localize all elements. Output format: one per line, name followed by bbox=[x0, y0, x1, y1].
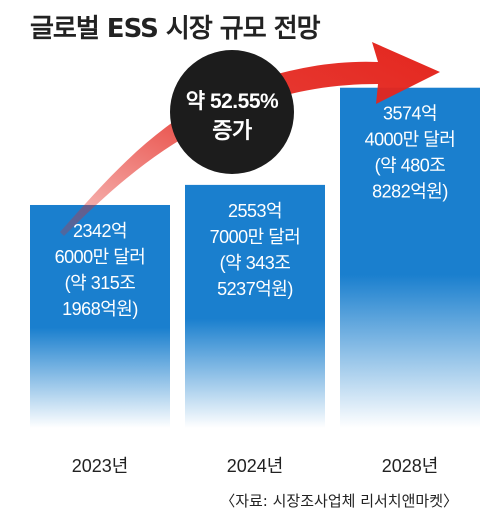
x-tick-label: 2024년 bbox=[227, 456, 284, 476]
data-label: 5237억원) bbox=[217, 279, 293, 299]
growth-bubble bbox=[170, 50, 294, 174]
growth-label: 증가 bbox=[212, 118, 252, 143]
data-label: 4000만 달러 bbox=[365, 130, 456, 150]
growth-label: 약 52.55% bbox=[186, 90, 279, 113]
data-label: 8282억원) bbox=[372, 182, 448, 202]
data-label: 7000만 달러 bbox=[210, 227, 301, 247]
chart-title: 글로벌 ESS 시장 규모 전망 bbox=[30, 14, 321, 44]
x-tick-label: 2023년 bbox=[72, 456, 129, 476]
data-label: 2342억 bbox=[73, 221, 127, 241]
bar-2024년 bbox=[185, 184, 325, 428]
data-label: (약 480조 bbox=[375, 156, 446, 176]
x-tick-label: 2028년 bbox=[382, 456, 439, 476]
data-label: 6000만 달러 bbox=[55, 247, 146, 267]
data-label: (약 343조 bbox=[220, 253, 291, 273]
data-label: 2553억 bbox=[228, 201, 282, 221]
growth-arrow bbox=[60, 42, 440, 236]
source-note: 〈자료: 시장조사업체 리서치앤마켓〉 bbox=[220, 492, 458, 510]
bar-2023년 bbox=[30, 204, 170, 428]
bar-2028년 bbox=[340, 87, 480, 429]
data-label: (약 315조 bbox=[65, 273, 136, 293]
data-label: 3574억 bbox=[383, 104, 437, 124]
data-label: 1968억원) bbox=[62, 299, 138, 319]
